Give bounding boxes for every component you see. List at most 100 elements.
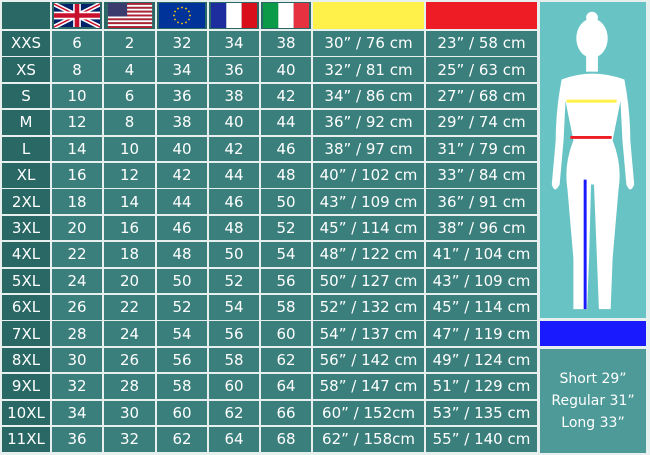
size-cell: 22 [104,295,155,320]
size-label: 10XL [2,400,50,426]
size-cell: 48 [157,242,207,267]
size-cell: 6 [52,31,102,56]
size-cell: 6 [104,83,155,109]
size-cell: 36 [209,57,259,82]
size-cell: 46 [261,136,311,162]
size-label: 9XL [2,374,50,399]
size-cell: 53” / 135 cm [426,400,537,426]
size-cell: 44 [261,110,311,135]
size-cell: 68 [261,427,311,452]
waist-color-swatch [313,2,424,29]
size-cell: 31” / 79 cm [426,136,537,162]
size-cell: 27” / 68 cm [426,83,537,109]
size-cell: 20 [52,215,102,241]
size-cell: 23” / 58 cm [426,31,537,56]
size-cell: 45” / 114 cm [426,295,537,320]
size-cell: 41” / 104 cm [426,242,537,267]
size-cell: 38” / 97 cm [313,136,424,162]
size-cell: 58” / 147 cm [313,374,424,399]
size-cell: 44 [157,189,207,214]
size-cell: 62 [261,347,311,373]
size-cell: 12 [104,163,155,188]
size-cell: 54 [157,321,207,346]
size-cell: 52 [209,268,259,294]
size-cell: 36 [52,427,102,452]
size-cell: 2 [104,31,155,56]
size-cell: 60 [261,321,311,346]
size-cell: 52” / 132 cm [313,295,424,320]
size-cell: 38 [209,83,259,109]
size-cell: 8 [104,110,155,135]
body-silhouette-panel [540,2,646,318]
size-cell: 52 [157,295,207,320]
size-cell: 18 [104,242,155,267]
uk-flag-icon [52,2,102,29]
size-cell: 4 [104,57,155,82]
size-cell: 66 [261,400,311,426]
inseam-lengths: Short 29” Regular 31” Long 33” [540,349,646,453]
size-cell: 18 [52,189,102,214]
size-cell: 43” / 109 cm [313,189,424,214]
size-cell: 49” / 124 cm [426,347,537,373]
size-label: 2XL [2,189,50,214]
size-cell: 10 [52,83,102,109]
size-cell: 28 [52,321,102,346]
size-cell: 50” / 127 cm [313,268,424,294]
size-label: XL [2,163,50,188]
size-cell: 32 [104,427,155,452]
size-cell: 60 [209,374,259,399]
size-label: 4XL [2,242,50,267]
size-cell: 62 [209,400,259,426]
size-cell: 26 [104,347,155,373]
header-corner [2,2,50,29]
size-cell: 40” / 102 cm [313,163,424,188]
italy-flag-icon [261,2,311,29]
size-cell: 32” / 81 cm [313,57,424,82]
size-label: XS [2,57,50,82]
size-cell: 14 [104,189,155,214]
size-cell: 62 [157,427,207,452]
size-label: M [2,110,50,135]
size-cell: 29” / 74 cm [426,110,537,135]
size-cell: 48 [261,163,311,188]
size-cell: 16 [104,215,155,241]
size-cell: 34 [157,57,207,82]
size-cell: 30 [52,347,102,373]
size-cell: 54” / 137 cm [313,321,424,346]
size-cell: 36” / 91 cm [426,189,537,214]
size-cell: 26 [52,295,102,320]
size-cell: 46 [209,189,259,214]
size-cell: 14 [52,136,102,162]
size-label: XXS [2,31,50,56]
size-cell: 16 [52,163,102,188]
size-cell: 34 [52,400,102,426]
size-cell: 34” / 86 cm [313,83,424,109]
size-cell: 36” / 92 cm [313,110,424,135]
size-cell: 50 [157,268,207,294]
size-cell: 47” / 119 cm [426,321,537,346]
size-cell: 28 [104,374,155,399]
body-silhouette-icon [551,11,635,310]
size-cell: 46 [157,215,207,241]
size-label: 8XL [2,347,50,373]
size-cell: 24 [52,268,102,294]
size-cell: 34 [209,31,259,56]
size-cell: 32 [157,31,207,56]
size-cell: 44 [209,163,259,188]
size-cell: 38 [157,110,207,135]
hip-color-swatch [426,2,537,29]
size-label: 7XL [2,321,50,346]
size-cell: 48 [209,215,259,241]
size-cell: 40 [209,110,259,135]
inseam-color-swatch [540,321,646,346]
size-label: 3XL [2,215,50,241]
size-label: L [2,136,50,162]
inseam-short: Short 29” [559,371,627,387]
us-flag-icon [104,2,155,29]
size-cell: 60” / 152cm [313,400,424,426]
size-cell: 56 [209,321,259,346]
size-cell: 32 [52,374,102,399]
size-cell: 50 [261,189,311,214]
size-cell: 33” / 84 cm [426,163,537,188]
